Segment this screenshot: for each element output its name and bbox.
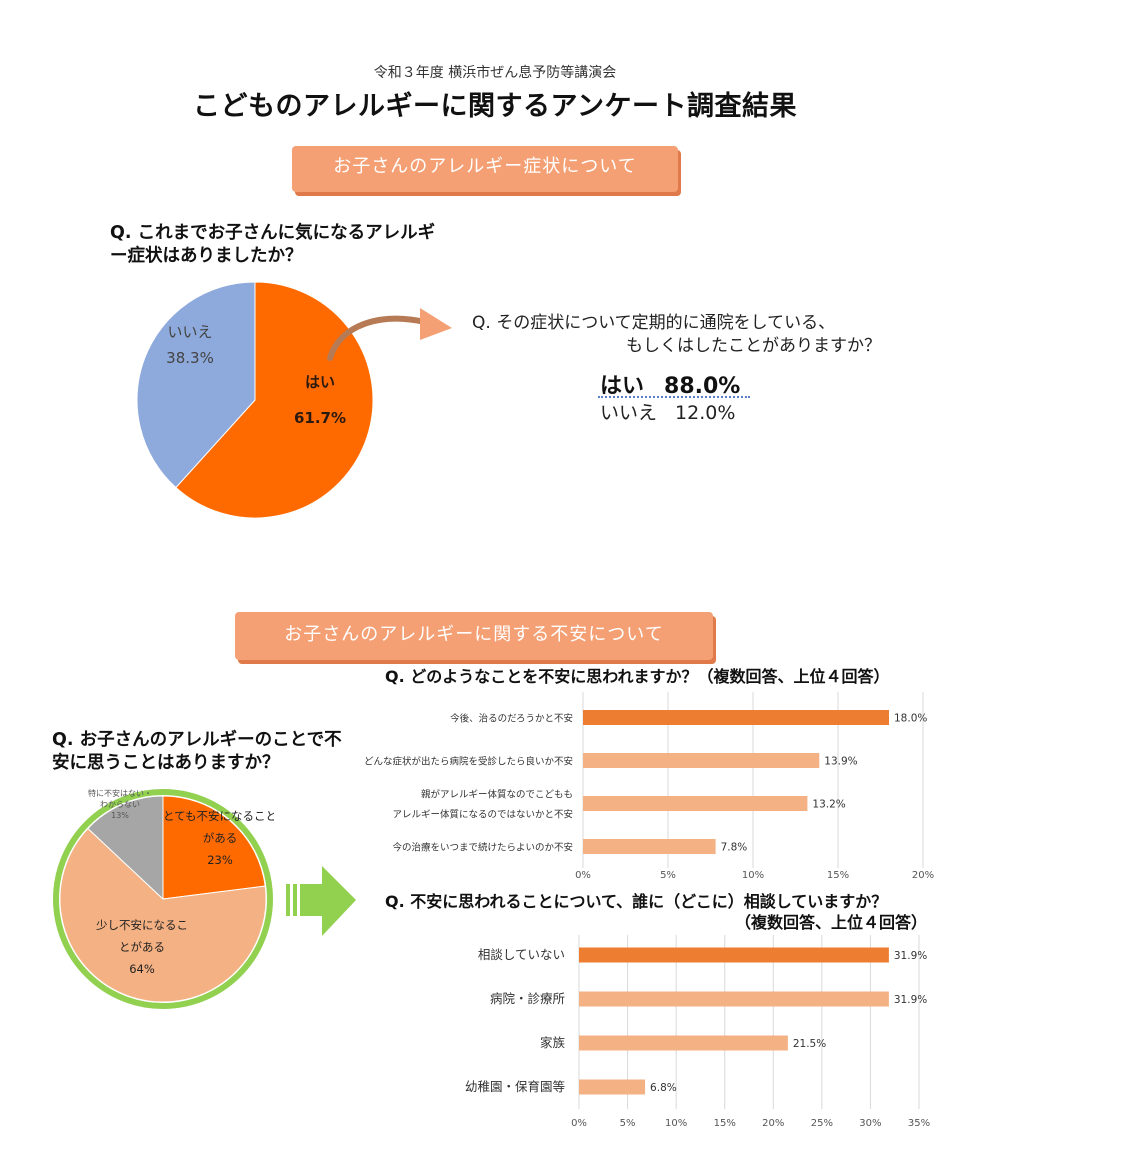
x-tick-label: 20% xyxy=(762,1118,784,1129)
followup-no-label: いいえ xyxy=(600,402,658,424)
category-label-0-0: 今後、治るのだろうかと不安 xyxy=(450,713,573,725)
bar-0 xyxy=(583,710,889,725)
answer-underline xyxy=(598,396,750,398)
pie2-label-2-1: わからない xyxy=(100,800,140,809)
category-label-1-0: 病院・診療所 xyxy=(490,991,565,1006)
survey-subtitle: 令和３年度 横浜市ぜん息予防等講演会 xyxy=(373,65,617,81)
bar2-question-line2: （複数回答、上位４回答） xyxy=(735,913,928,932)
bar-1 xyxy=(579,991,889,1007)
x-tick-label: 10% xyxy=(742,870,764,881)
pie1-label-0: はい xyxy=(305,373,335,391)
pie2-slice-1 xyxy=(59,827,267,1003)
pie2-label-1-2: 64% xyxy=(129,962,155,976)
curved-arrow-icon xyxy=(327,308,452,361)
followup-question: Q. その症状について定期的に通院をしている、 もしくはしたことがありますか？ xyxy=(472,312,881,358)
followup-question-line1: Q. その症状について定期的に通院をしている、 xyxy=(472,313,836,333)
bar-value-label: 18.0% xyxy=(894,713,927,725)
bar-chart-consultation: 0% 5% 10% 15% 20% 25% 30% 35% 31.9% 相談していない 31.9% 病… xyxy=(465,935,930,1129)
bar2-question-line1: Q. 不安に思われることについて、誰に（どこに）相談していますか？ xyxy=(385,892,888,911)
pie2-slice-2 xyxy=(87,795,164,901)
x-tick-label: 0% xyxy=(571,1118,587,1129)
pie1-value-1: 38.3% xyxy=(166,349,214,367)
bar-value-label: 31.9% xyxy=(894,994,927,1006)
x-tick-label: 15% xyxy=(827,870,849,881)
followup-yes-label: はい xyxy=(600,374,645,399)
x-tick-label: 5% xyxy=(660,870,676,881)
bar-2 xyxy=(579,1035,788,1051)
bar-value-label: 31.9% xyxy=(894,950,927,962)
x-tick-label: 30% xyxy=(859,1118,881,1129)
bar-value-label: 13.9% xyxy=(824,756,857,768)
bar-value-label: 6.8% xyxy=(650,1082,677,1094)
bar-3 xyxy=(583,839,716,854)
pie1-label-1: いいえ xyxy=(167,323,212,341)
x-tick-label: 10% xyxy=(665,1118,687,1129)
pie2-label-1-0: 少し不安になるこ xyxy=(96,918,188,932)
section1-question: Q. これまでお子さんに気になるアレルギー症状はありましたか？ xyxy=(110,223,436,266)
bar-1 xyxy=(583,753,820,768)
bar-chart-anxiety-reasons: 0% 5% 10% 15% 20% 18.0% 今後、治るのだろうかと不安 13.9% どんな症… xyxy=(364,692,934,881)
x-tick-label: 15% xyxy=(714,1118,736,1129)
category-label-2-1: アレルギー体質になるのではないかと不安 xyxy=(392,809,573,821)
right-arrow-icon xyxy=(286,866,356,936)
x-tick-label: 0% xyxy=(575,870,591,881)
section1-banner: お子さんのアレルギー症状について xyxy=(292,146,678,192)
pie2-label-0-1: がある xyxy=(203,831,238,845)
bar-3 xyxy=(579,1079,646,1095)
pie1-value-0: 61.7% xyxy=(294,409,346,427)
pie2-label-2-2: 13% xyxy=(111,811,129,820)
bar-value-label: 21.5% xyxy=(793,1038,826,1050)
pie2-slice-0 xyxy=(162,795,266,900)
category-label-1-0: どんな症状が出たら病院を受診したら良いか不安 xyxy=(364,756,573,768)
pie-chart-symptoms: はい 61.7% いいえ 38.3% xyxy=(136,281,374,519)
section2-pie-question: Q. お子さんのアレルギーのことで不安に思うことはありますか？ xyxy=(52,730,342,773)
followup-question-line2: もしくはしたことがありますか？ xyxy=(626,336,881,356)
pie1-slice-1 xyxy=(136,281,256,489)
category-label-3-0: 幼稚園・保育園等 xyxy=(465,1079,565,1094)
pie2-label-2-0: 特に不安はない・ xyxy=(88,788,152,798)
bar-0 xyxy=(579,947,889,963)
pie2-label-0-2: 23% xyxy=(207,853,233,867)
x-tick-label: 25% xyxy=(811,1118,833,1129)
bar-2 xyxy=(583,796,808,811)
x-tick-label: 35% xyxy=(908,1118,930,1129)
bar-value-label: 13.2% xyxy=(812,799,845,811)
bar1-question: Q. どのようなことを不安に思われますか？（複数回答、上位４回答） xyxy=(385,667,890,686)
category-label-0-0: 相談していない xyxy=(478,947,565,962)
pie2-label-1-1: とがある xyxy=(119,940,165,954)
pie2-label-0-0: とても不安になること xyxy=(163,809,274,823)
followup-answer-no: いいえ 12.0% xyxy=(600,398,735,425)
x-tick-label: 20% xyxy=(912,870,934,881)
followup-answer-yes: はい 88.0% xyxy=(600,368,740,400)
pie-green-ring xyxy=(53,789,273,1009)
followup-no-value: 12.0% xyxy=(675,402,736,424)
section2-banner: お子さんのアレルギーに関する不安について xyxy=(235,612,713,660)
category-label-2-0: 親がアレルギー体質なのでこどもも xyxy=(421,789,573,801)
page-title: こどものアレルギーに関するアンケート調査結果 xyxy=(193,91,797,122)
bar-value-label: 7.8% xyxy=(721,842,748,854)
followup-yes-value: 88.0% xyxy=(664,374,741,399)
x-tick-label: 5% xyxy=(620,1118,636,1129)
category-label-3-0: 今の治療をいつまで続けたらよいのか不安 xyxy=(392,842,573,854)
pie1-slice-0 xyxy=(175,281,374,519)
category-label-2-0: 家族 xyxy=(540,1035,566,1050)
